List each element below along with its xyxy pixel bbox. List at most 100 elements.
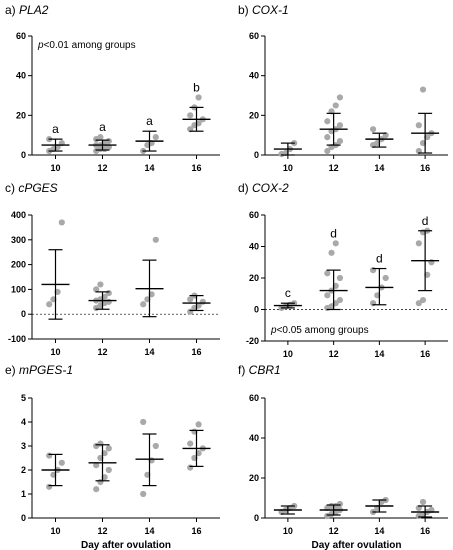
panel-cox2-x-tick-label: 10 — [283, 349, 293, 359]
panel-pla2-data-point — [97, 134, 104, 141]
panel-cox2-y-tick-label: -20 — [246, 336, 259, 346]
panel-cpges-gene-name: cPGES — [18, 181, 57, 195]
panel-pla2-label: a) PLA2 — [5, 3, 49, 17]
panel-cox1: b) COX-1 0 20 40 60 10 12 14 16 — [238, 3, 448, 173]
panel-mpges1-gene-name: mPGES-1 — [19, 363, 73, 377]
panel-cox1-letter-prefix: b) — [238, 3, 252, 17]
panel-mpges1-data-point — [105, 466, 112, 474]
panel-cpges-data-point — [187, 296, 194, 303]
panel-cox2: d) COX-2 -20 0 20 40 60 10 12 14 16 c d d d p<0.05 amo… — [238, 181, 448, 359]
panel-cpges-data-point — [97, 281, 104, 288]
panel-cpges-y-tick-label: -100 — [8, 334, 26, 344]
panel-cpges-y-tick-label: 400 — [11, 210, 26, 220]
panel-cpges-x-tick-label: 16 — [191, 347, 201, 357]
panel-cox1-data-point — [324, 134, 331, 141]
panel-cox1-data-point — [324, 147, 331, 155]
panel-cox1-gene-name: COX-1 — [252, 3, 289, 17]
panel-cpges-y-tick-label: 0 — [21, 309, 26, 319]
panel-cox2-y-tick-label: 60 — [249, 210, 259, 220]
panel-cox2-letter-prefix: d) — [238, 181, 252, 195]
panel-mpges1-data-point — [195, 421, 202, 428]
panel-pla2: a) PLA2 0 20 40 60 10 12 14 16 a a a b p<0.01 among g… — [5, 3, 220, 173]
panel-cbr1-y-tick-label: 20 — [249, 473, 259, 483]
panel-mpges1-label: e) mPGES-1 — [5, 363, 73, 377]
panel-mpges1-data-point — [152, 442, 159, 450]
panel-cox2-significance-letter: d — [330, 226, 337, 240]
panel-cox1-data-point — [415, 122, 422, 129]
panel-cox2-stat-note-text: <0.05 among groups — [277, 325, 369, 336]
panel-cox1-label: b) COX-1 — [238, 3, 289, 17]
panel-cox2-x-tick-label: 12 — [329, 349, 339, 359]
panel-cox2-data-point — [419, 296, 427, 304]
panel-cpges-letter-prefix: c) — [5, 181, 18, 195]
panel-cox2-gene-name: COX-2 — [252, 181, 289, 195]
panel-cpges-data-point — [199, 298, 206, 305]
panel-pla2-stat-note: p<0.01 among groups — [37, 40, 136, 51]
panel-cpges-data-point — [58, 219, 65, 226]
panel-cpges-data-point — [152, 236, 159, 243]
panel-cox2-data-point — [415, 240, 422, 247]
panel-cox1-data-point — [324, 118, 331, 125]
panel-pla2-y-tick-label: 40 — [16, 71, 26, 81]
panel-pla2-stat-note-text: <0.01 among groups — [44, 40, 136, 51]
panel-cox1-x-tick-label: 16 — [420, 163, 430, 173]
panel-cbr1-x-tick-label: 14 — [374, 526, 384, 536]
panel-mpges1-data-point — [58, 459, 65, 466]
panel-mpges1-letter-prefix: e) — [5, 363, 19, 377]
panel-mpges1-x-tick-label: 16 — [191, 526, 201, 536]
panel-pla2-data-point — [105, 138, 112, 145]
panel-cox1-y-tick-label: 40 — [249, 71, 259, 81]
panel-cbr1-x-tick-label: 10 — [283, 526, 293, 536]
panel-cbr1-x-axis-title: Day after ovulation — [311, 540, 401, 550]
panel-cox1-y-tick-label: 20 — [249, 110, 259, 120]
panel-mpges1-y-tick-label: 1 — [21, 489, 26, 499]
panel-cox1-x-tick-label: 10 — [283, 163, 293, 173]
panel-mpges1-y-tick-label: 5 — [21, 393, 26, 403]
panel-cbr1-label: f) CBR1 — [238, 363, 281, 377]
panel-cox2-data-point — [328, 249, 335, 256]
panel-cox2-significance-letter: d — [376, 252, 383, 266]
panel-mpges1-data-point — [187, 464, 194, 471]
panel-pla2-x-tick-label: 16 — [191, 163, 201, 173]
panel-cox2-x-tick-label: 14 — [374, 349, 384, 359]
panel-pla2-y-tick-label: 0 — [21, 150, 26, 160]
panel-cbr1-y-tick-label: 60 — [249, 393, 259, 403]
panel-cpges-label: c) cPGES — [5, 181, 58, 195]
panel-cbr1-data-point — [336, 500, 344, 508]
panel-cpges-data-point — [46, 301, 53, 308]
panel-cox1-x-tick-label: 12 — [329, 163, 339, 173]
panel-pla2-letter-prefix: a) — [5, 3, 19, 17]
panel-mpges1-data-point — [93, 486, 100, 493]
panel-pla2-x-tick-label: 14 — [144, 163, 154, 173]
panel-mpges1-data-point — [105, 445, 112, 452]
panel-mpges1-data-point — [140, 418, 147, 426]
panel-pla2-x-tick-label: 12 — [97, 163, 107, 173]
panel-mpges1-data-point — [93, 462, 100, 469]
panel-cbr1: f) CBR1 0 20 40 60 10 12 14 16 Day after ovulatio… — [238, 363, 448, 550]
panel-pla2-data-point — [187, 112, 194, 119]
panel-cox2-data-point — [324, 292, 331, 299]
panel-cbr1-y-tick-label: 0 — [254, 513, 259, 523]
panel-cbr1-data-point — [419, 498, 427, 506]
panel-cpges: c) cPGES -100 0 100 200 300 400 10 12 14 16 — [5, 181, 220, 357]
panel-pla2-y-tick-label: 20 — [16, 110, 26, 120]
panel-cox2-y-tick-label: 0 — [254, 305, 259, 315]
panel-pla2-significance-letter: a — [99, 120, 106, 134]
panel-cpges-y-tick-label: 300 — [11, 235, 26, 245]
panel-cox2-y-tick-label: 20 — [249, 273, 259, 283]
panel-cox2-label: d) COX-2 — [238, 181, 289, 195]
panel-cox1-data-point — [419, 86, 427, 93]
panel-pla2-data-point — [152, 134, 159, 141]
panel-cox1-y-tick-label: 0 — [254, 150, 259, 160]
panel-cpges-data-point — [140, 301, 147, 308]
panel-cox1-data-point — [336, 122, 344, 129]
panel-cpges-x-tick-label: 14 — [144, 347, 154, 357]
panel-mpges1-y-tick-label: 2 — [21, 465, 26, 475]
panel-cox2-data-point — [332, 240, 339, 247]
panel-cox2-stat-note: p<0.05 among groups — [270, 325, 369, 336]
panel-pla2-significance-letter: a — [146, 114, 153, 128]
panel-pla2-gene-name: PLA2 — [19, 3, 49, 17]
panel-mpges1-x-tick-label: 14 — [144, 526, 154, 536]
panel-cox2-x-tick-label: 16 — [420, 349, 430, 359]
